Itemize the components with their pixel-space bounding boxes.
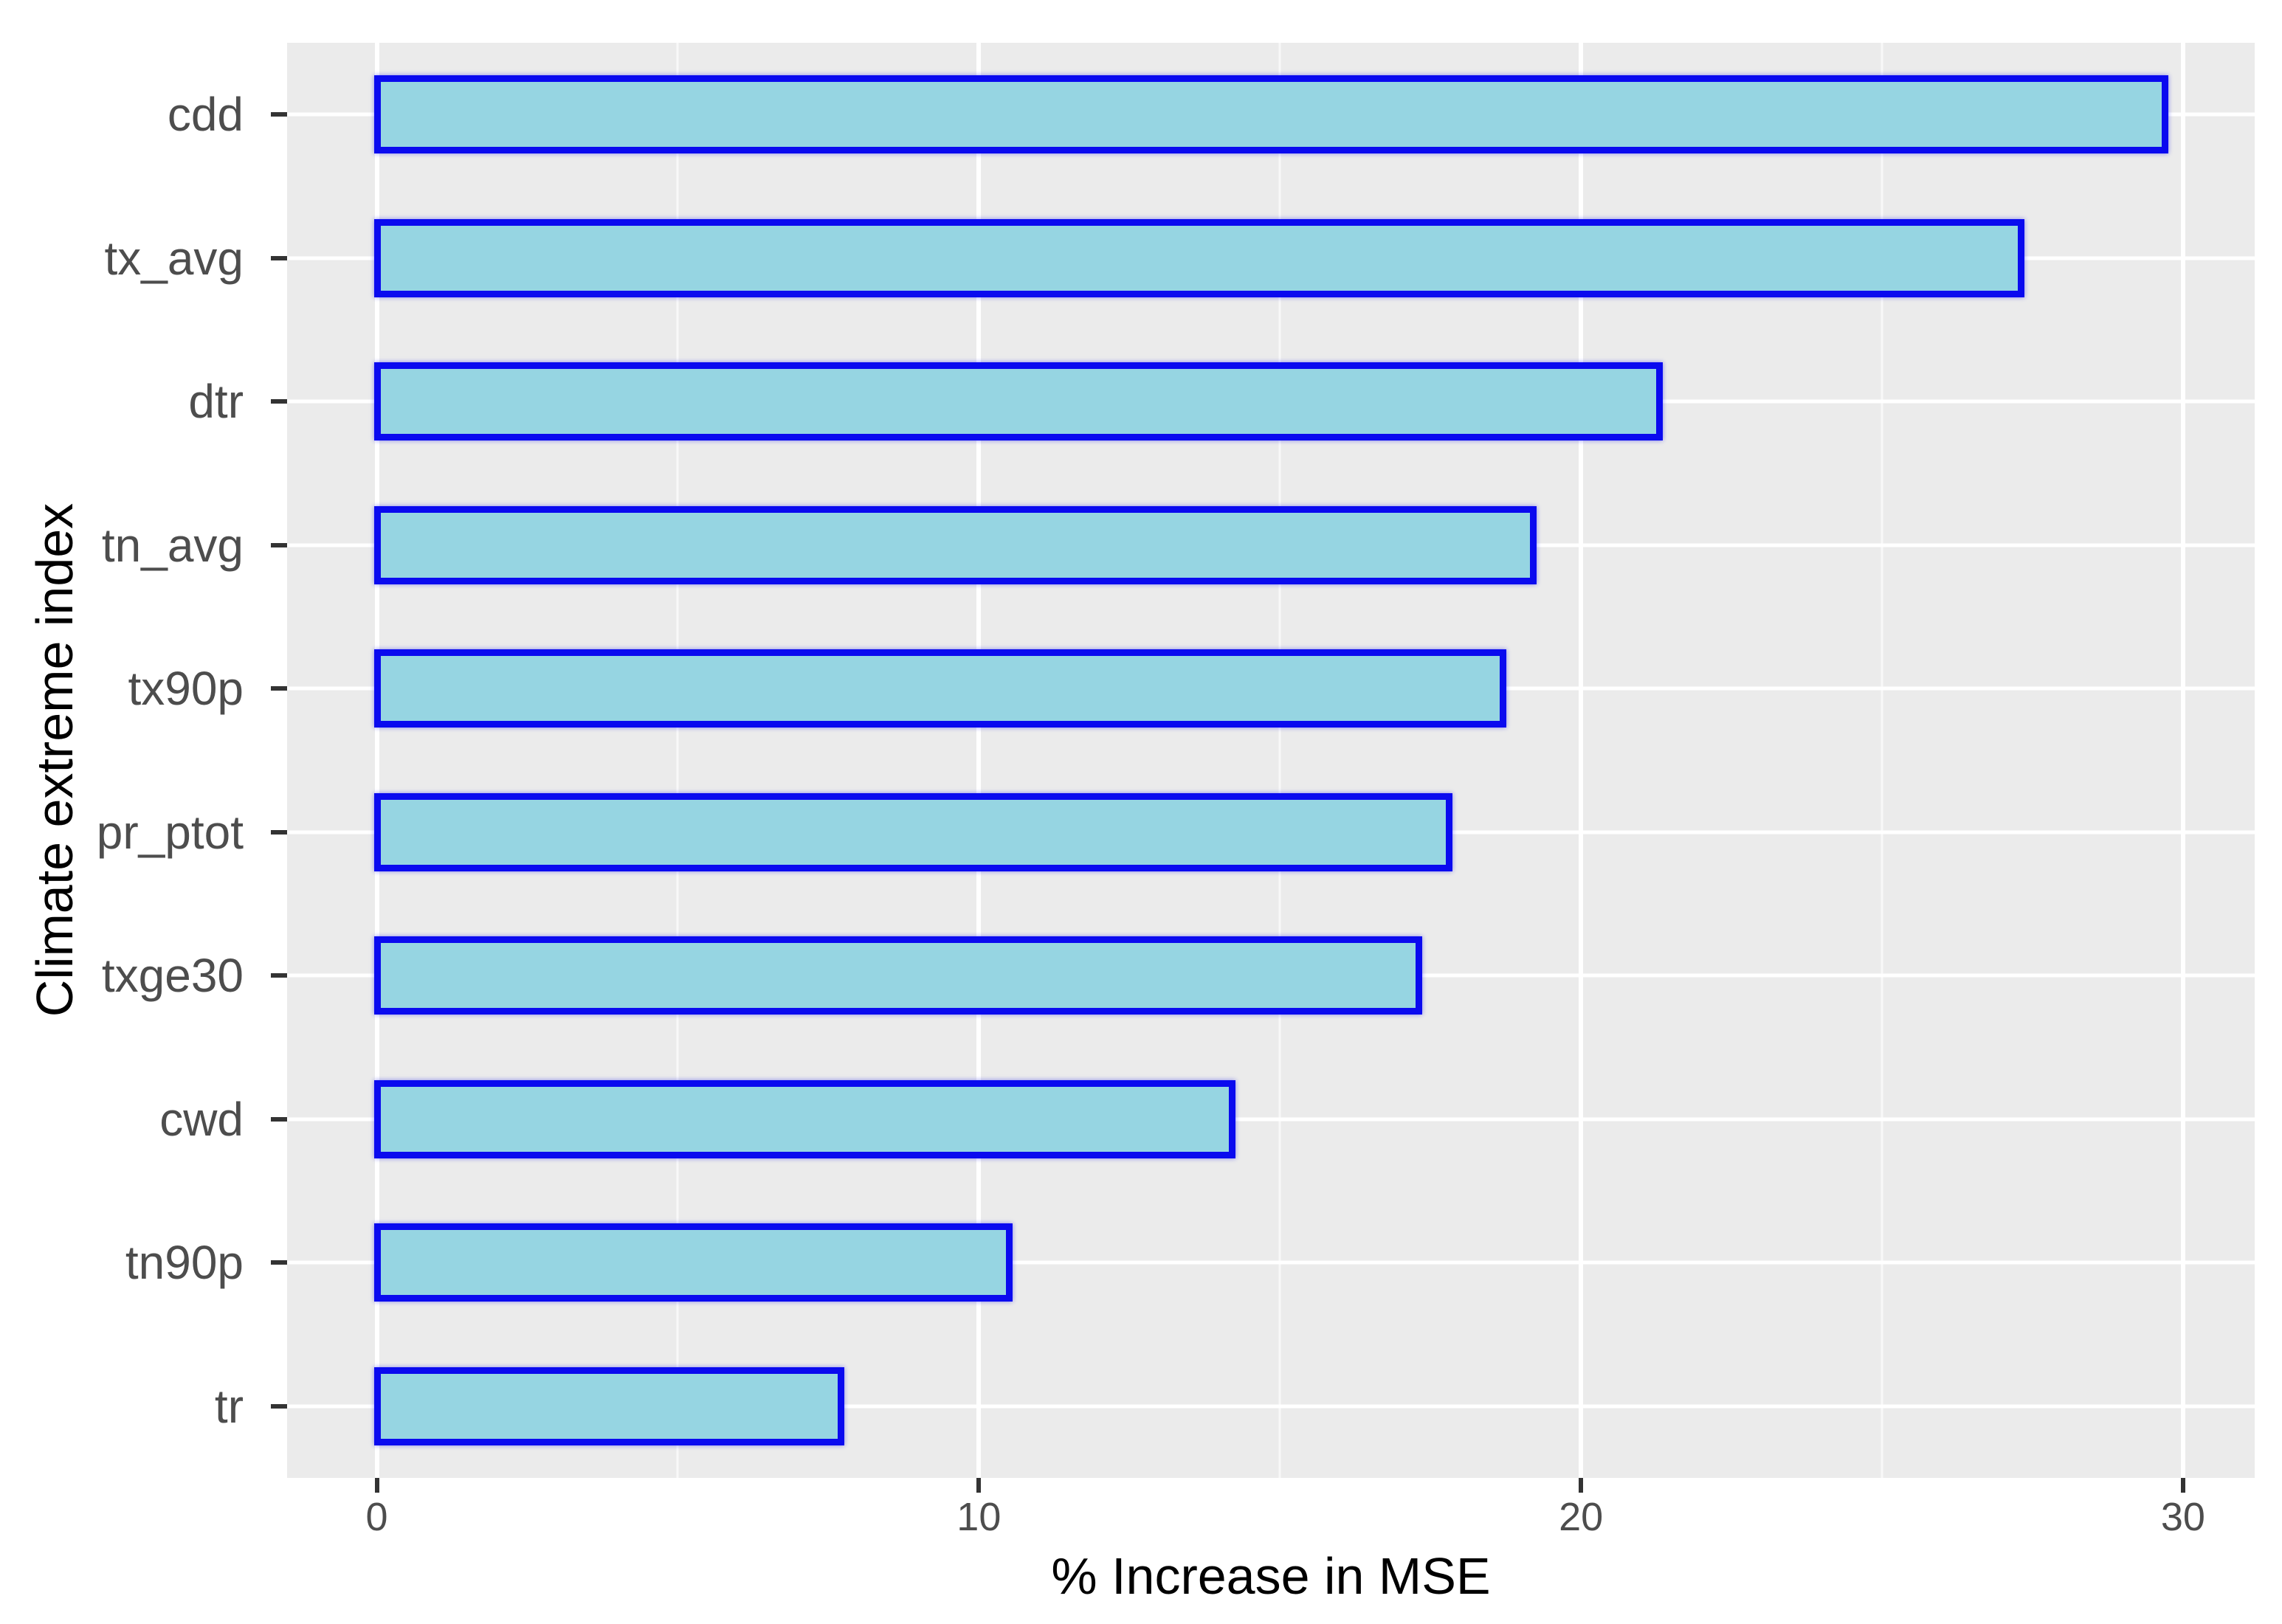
x-tick-label-20: 20 [1559, 1495, 1604, 1539]
y-tick-label-tn_avg: tn_avg [101, 518, 244, 572]
bar-tx_avg [373, 218, 2024, 297]
x-tick-20 [1579, 1478, 1584, 1493]
minor-gridline-x-25 [1881, 43, 1883, 1478]
y-tick-label-pr_ptot: pr_ptot [96, 805, 244, 859]
y-tick-label-tx_avg: tx_avg [104, 231, 244, 285]
x-tick-label-0: 0 [365, 1495, 388, 1539]
bar-tx90p [373, 649, 1507, 728]
y-tick-label-tn90p: tn90p [125, 1236, 244, 1290]
y-tick-label-tx90p: tx90p [128, 662, 244, 716]
major-gridline-x-30 [2180, 43, 2185, 1478]
bar-tr [373, 1366, 844, 1445]
x-tick-label-10: 10 [956, 1495, 1002, 1539]
major-gridline-x-20 [1579, 43, 1584, 1478]
major-gridline-row-cwd [287, 1117, 2255, 1122]
y-tick-label-cdd: cdd [167, 88, 244, 142]
major-gridline-row-tn90p [287, 1260, 2255, 1265]
y-tick-txge30 [271, 973, 287, 978]
major-gridline-x-0 [374, 43, 379, 1478]
y-tick-label-dtr: dtr [188, 375, 244, 429]
bar-pr_ptot [373, 792, 1452, 871]
x-tick-30 [2180, 1478, 2185, 1493]
y-tick-tx_avg [271, 255, 287, 260]
y-tick-label-tr: tr [214, 1379, 244, 1433]
y-tick-pr_ptot [271, 829, 287, 835]
y-tick-label-txge30: txge30 [101, 949, 244, 1003]
x-tick-0 [374, 1478, 379, 1493]
y-tick-tx90p [271, 686, 287, 691]
bar-tn_avg [373, 505, 1537, 584]
y-tick-tn_avg [271, 542, 287, 547]
x-axis-title: % Increase in MSE [1051, 1547, 1491, 1605]
minor-gridline-x-5 [676, 43, 679, 1478]
y-tick-label-cwd: cwd [159, 1092, 244, 1146]
bar-cwd [373, 1079, 1235, 1158]
major-gridline-row-tr [287, 1404, 2255, 1409]
major-gridline-x-10 [976, 43, 982, 1478]
bar-dtr [373, 362, 1664, 441]
bar-tn90p [373, 1223, 1013, 1302]
y-tick-tr [271, 1403, 287, 1409]
bar-txge30 [373, 936, 1422, 1015]
y-tick-cwd [271, 1116, 287, 1122]
x-tick-label-30: 30 [2160, 1495, 2205, 1539]
y-axis-title: Climate extreme index [26, 502, 83, 1017]
x-tick-10 [976, 1478, 982, 1493]
bar-cdd [373, 75, 2169, 154]
minor-gridline-x-15 [1278, 43, 1281, 1478]
plot-panel [287, 43, 2255, 1478]
y-tick-tn90p [271, 1260, 287, 1265]
y-tick-cdd [271, 112, 287, 117]
y-tick-dtr [271, 399, 287, 404]
